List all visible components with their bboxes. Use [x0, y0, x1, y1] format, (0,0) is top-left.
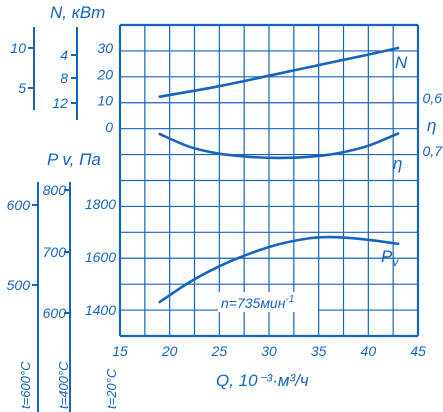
main-axis-ticks: 15 20 25 30 35 40 45 0 10 20 30 1400 1600 1800 0,7 0,6	[85, 40, 443, 359]
temp-400-label: t=400°C	[56, 361, 71, 409]
x-tick-label: 25	[211, 343, 228, 359]
series-eta-line-point	[158, 133, 161, 135]
series-eta-line-point	[248, 156, 250, 158]
series-pv-line-point	[307, 237, 310, 240]
series-eta-line-point	[307, 156, 310, 158]
series-n-line-point	[397, 47, 399, 49]
curves	[158, 46, 400, 304]
series-pv-line-point	[367, 239, 370, 241]
temp-600-label: t=600°C	[18, 361, 33, 409]
p400-tick-label: 700	[43, 244, 67, 260]
series-n-line-point	[218, 85, 221, 87]
series-eta-line-point	[188, 146, 191, 148]
n-tick-label: 10	[97, 93, 113, 109]
x-axis-title: Q, 10⁻³·м³/ч	[216, 371, 309, 390]
eta-tick-label: 0,7	[423, 143, 443, 159]
p400-tick-label: 600	[43, 305, 67, 321]
temp-20-label: t=20°C	[104, 368, 119, 409]
series-n-line-point	[317, 64, 320, 66]
n-outer-tick-label: 4	[60, 47, 68, 63]
speed-annotation: n=735мин-1	[221, 294, 294, 311]
series-label-eta: η	[393, 154, 402, 173]
series-n-line-point	[367, 53, 370, 56]
series-pv-line-point	[397, 243, 399, 245]
series-n-line	[158, 46, 400, 98]
series-eta-line-point	[337, 152, 340, 154]
p400-tick-label: 800	[43, 182, 67, 198]
series-pv-line-point	[158, 301, 161, 303]
scale-ticks: 4 8 12 10 5 800 700 600 600 500	[7, 40, 77, 321]
left-scales: N, кВт P v, Па 4 8 12 10 5 800 700 600 600 500 t=…	[7, 3, 119, 412]
x-tick-label: 30	[261, 343, 277, 359]
series-eta-line-point	[397, 132, 399, 135]
series-pv-line-point	[218, 265, 221, 268]
p20-tick-label: 1600	[85, 249, 116, 265]
series-pv-line-point	[188, 281, 191, 284]
p600-tick-label: 500	[7, 277, 31, 293]
x-tick-label: 45	[410, 343, 426, 359]
grid	[118, 23, 420, 338]
p20-tick-label: 1800	[85, 196, 116, 212]
n-tick-label: 30	[97, 40, 113, 56]
n-inner-tick-label: 10	[10, 40, 26, 56]
series-pv-line-point	[248, 253, 250, 255]
n-inner-tick-label: 5	[18, 80, 26, 96]
n-axis-title: N, кВт	[50, 3, 105, 22]
p-axis-title: P v, Па	[47, 150, 101, 169]
x-tick-label: 15	[112, 343, 128, 359]
x-tick-label: 40	[361, 343, 377, 359]
x-tick-label: 35	[311, 343, 327, 359]
n-outer-tick-label: 12	[52, 95, 68, 111]
series-pv-line	[158, 235, 400, 304]
series-n-line-point	[268, 74, 270, 77]
speed-label-background	[218, 292, 318, 312]
p600-tick-label: 600	[7, 197, 31, 213]
series-pv-line-point	[347, 237, 350, 239]
x-tick-label: 20	[161, 343, 178, 359]
series-label-pv: Pv	[381, 247, 399, 269]
series-pv-line-point	[278, 243, 280, 246]
eta-axis-title: η	[427, 116, 436, 135]
series-eta-line-point	[367, 144, 370, 147]
n-tick-label: 20	[96, 66, 113, 82]
series-pv-line-point	[327, 236, 330, 238]
n-outer-tick-label: 8	[60, 70, 68, 86]
p20-tick-label: 1400	[85, 302, 116, 318]
eta-tick-label: 0,6	[423, 90, 443, 106]
series-eta-line-point	[278, 157, 280, 159]
series-eta-line-point	[218, 152, 221, 155]
n-tick-label: 0	[105, 119, 113, 135]
series-label-n: N	[395, 53, 408, 72]
series-n-line-point	[158, 95, 161, 98]
